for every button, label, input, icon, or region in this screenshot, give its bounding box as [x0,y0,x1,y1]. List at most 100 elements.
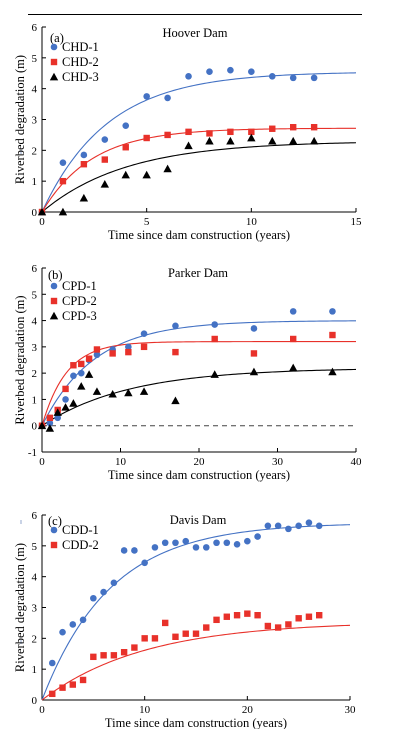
data-point-chd-2 [59,177,67,185]
data-point-cdd-1 [161,539,169,547]
data-point-cdd-1 [202,544,210,551]
data-point-cdd-2 [59,684,66,691]
data-point-chd-3 [37,207,47,216]
data-point-cdd-2 [79,676,87,684]
y-tick-label: 0 [32,695,38,707]
x-tick-label: 10 [115,456,127,468]
x-tick-label: 10 [246,216,258,228]
data-point-cdd-2 [131,644,138,651]
data-point-cdd-2 [110,652,118,659]
data-point-cdd-2 [295,615,302,622]
data-point-chd-1 [248,68,255,76]
x-tick-label: 10 [139,704,151,716]
y-tick-label: 4 [32,316,38,328]
fit-curve-cpd-1 [41,320,357,426]
legend-marker-cpd-2 [50,297,58,305]
y-tick-label: 2 [32,145,38,157]
data-point-cdd-1 [48,659,56,667]
legend-label: CDD-2 [62,538,99,552]
x-tick-label: 15 [351,216,363,228]
data-point-cdd-2 [316,612,323,619]
data-point-cpd-1 [70,372,77,380]
data-point-cdd-2 [141,635,148,642]
data-point-cdd-2 [192,630,200,637]
legend-label: CPD-3 [62,309,97,323]
data-point-cpd-3 [171,396,180,405]
data-point-cpd-2 [70,362,77,369]
data-point-cdd-2 [223,613,230,620]
data-point-chd-3 [121,170,130,179]
legend-marker-cdd-2 [50,541,58,549]
data-point-cdd-2 [162,619,169,627]
edge-mark [20,640,22,644]
data-point-chd-1 [80,151,88,159]
data-point-cdd-2 [203,624,210,631]
data-point-chd-3 [309,136,319,145]
fit-curve-cpd-3 [41,368,357,427]
data-point-cpd-3 [69,399,78,407]
data-point-cdd-2 [69,681,76,688]
data-point-cdd-2 [274,624,282,631]
data-point-cpd-2 [172,348,179,356]
data-point-cdd-1 [192,544,200,551]
data-point-chd-3 [247,133,256,142]
data-point-cpd-3 [37,421,47,430]
chart-panel-1: 0 1 2 3 4 5 6 0 5 10 15 Time since dam construction… [13,22,362,242]
legend-marker-cpd-3 [49,311,59,320]
legend-marker-cdd-1 [50,526,58,534]
data-point-cdd-2 [264,622,272,630]
data-point-cdd-2 [172,633,179,640]
data-point-cpd-1 [250,325,258,332]
data-point-chd-2 [248,128,255,136]
data-point-cpd-2 [250,350,258,357]
data-point-cpd-2 [109,350,116,357]
edge-mark [20,150,22,154]
data-point-cpd-3 [289,363,298,372]
x-tick-label: 40 [351,456,363,468]
data-point-cdd-1 [264,522,272,530]
fit-curve-chd-3 [41,142,357,213]
data-point-cpd-3 [124,388,133,397]
data-point-cpd-2 [125,348,132,356]
data-point-cpd-3 [84,370,94,378]
data-point-cpd-3 [92,387,102,395]
data-point-chd-1 [289,74,297,82]
panel-label: (c) [48,514,62,528]
y-tick-label: 5 [32,289,38,301]
data-point-cdd-2 [233,612,241,619]
y-tick-label: 1 [32,176,38,188]
y-tick-label: 2 [32,368,38,380]
data-point-cpd-3 [139,387,149,395]
legend-marker-chd-2 [50,58,58,66]
data-point-cpd-1 [77,369,85,377]
fit-curve-chd-2 [41,127,357,213]
data-point-cdd-1 [172,539,179,547]
x-tick-label: 0 [39,216,45,228]
data-point-cpd-1 [46,419,54,427]
data-point-cdd-2 [120,649,128,656]
data-point-chd-3 [289,136,298,145]
data-point-cpd-1 [172,322,179,330]
data-point-cpd-3 [77,382,86,390]
x-tick-label: 0 [39,456,45,468]
x-tick-label: 20 [194,456,206,468]
data-point-cdd-1 [213,539,220,547]
data-point-chd-1 [59,159,67,166]
x-tick-label: 30 [272,456,284,468]
data-point-cdd-1 [254,533,261,540]
data-point-cpd-3 [61,403,70,411]
data-point-cdd-2 [244,610,251,617]
data-point-chd-1 [185,73,192,80]
data-point-cpd-1 [211,321,218,328]
data-point-cdd-1 [151,544,159,551]
y-tick-label: 5 [32,53,38,65]
data-point-chd-2 [290,124,297,131]
panel-label: (b) [48,268,63,282]
data-point-cdd-2 [100,652,107,659]
data-point-cdd-1 [233,540,241,548]
data-point-cdd-1 [69,621,77,628]
data-point-cdd-1 [315,522,323,530]
data-point-cdd-1 [59,628,66,636]
data-point-cpd-1 [289,308,297,315]
